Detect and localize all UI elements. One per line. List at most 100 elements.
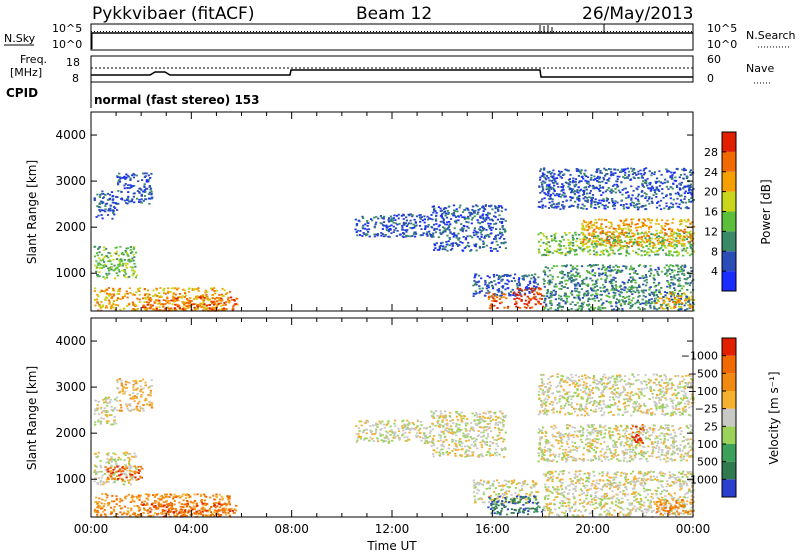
heatmap-cell: [97, 477, 100, 479]
heatmap-cell: [223, 308, 227, 311]
heatmap-cell: [160, 512, 163, 515]
heatmap-cell: [212, 300, 215, 303]
heatmap-cell: [640, 254, 643, 257]
heatmap-cell: [601, 186, 605, 189]
heatmap-cell: [461, 227, 464, 230]
heatmap-cell: [102, 401, 106, 404]
heatmap-cell: [135, 382, 138, 385]
heatmap-cell: [119, 390, 122, 393]
heatmap-cell: [481, 214, 484, 217]
heatmap-cell: [590, 202, 593, 205]
heatmap-cell: [414, 225, 417, 227]
heatmap-cell: [643, 279, 646, 282]
heatmap-cell: [606, 235, 609, 238]
heatmap-cell: [607, 292, 610, 295]
heatmap-cell: [227, 296, 230, 299]
heatmap-cell: [474, 209, 477, 212]
heatmap-cell: [612, 296, 615, 299]
heatmap-cell: [120, 507, 123, 510]
heatmap-cell: [468, 245, 471, 248]
heatmap-cell: [171, 308, 174, 311]
heatmap-cell: [669, 232, 672, 235]
heatmap-cell: [516, 297, 519, 300]
heatmap-cell: [516, 284, 519, 287]
heatmap-cell: [671, 228, 674, 231]
heatmap-cell: [682, 254, 685, 257]
heatmap-cell: [655, 196, 658, 198]
heatmap-cell: [679, 188, 682, 191]
heatmap-cell: [123, 505, 126, 508]
heatmap-cell: [559, 281, 562, 284]
heatmap-cell: [135, 397, 139, 399]
heatmap-cell: [601, 264, 604, 267]
heatmap-cell: [646, 302, 649, 305]
heatmap-cell: [656, 239, 659, 242]
heatmap-cell: [459, 229, 463, 232]
heatmap-cell: [213, 287, 216, 289]
heatmap-cell: [571, 234, 574, 237]
heatmap-cell: [228, 508, 231, 511]
heatmap-cell: [650, 250, 653, 253]
heatmap-cell: [582, 226, 585, 229]
heatmap-cell: [185, 503, 188, 506]
heatmap-cell: [626, 281, 629, 284]
heatmap-cell: [556, 304, 559, 306]
heatmap-cell: [630, 285, 634, 287]
heatmap-cell: [115, 304, 118, 306]
heatmap-cell: [113, 466, 116, 469]
heatmap-cell: [125, 290, 128, 293]
heatmap-cell: [548, 283, 551, 286]
heatmap-cell: [138, 293, 141, 296]
heatmap-cell: [531, 291, 534, 293]
heatmap-cell: [215, 296, 218, 299]
heatmap-cell: [634, 270, 637, 272]
heatmap-cell: [162, 303, 165, 306]
heatmap-cell: [131, 408, 134, 411]
heatmap-cell: [684, 281, 687, 284]
heatmap-cell: [466, 225, 469, 228]
heatmap-cell: [379, 222, 382, 224]
heatmap-cell: [645, 284, 648, 287]
heatmap-cell: [140, 201, 143, 204]
heatmap-cell: [654, 180, 657, 183]
heatmap-cell: [111, 217, 114, 220]
heatmap-cell: [653, 278, 656, 281]
heatmap-cell: [672, 294, 675, 297]
heatmap-cell: [210, 308, 214, 311]
heatmap-cell: [624, 240, 627, 243]
heatmap-cell: [185, 302, 188, 304]
heatmap-cell: [617, 242, 620, 245]
heatmap-cell: [685, 278, 688, 281]
heatmap-cell: [406, 229, 409, 231]
heatmap-cell: [118, 176, 121, 179]
heatmap-cell: [679, 220, 682, 223]
heatmap-cell: [104, 411, 107, 414]
heatmap-cell: [637, 185, 640, 188]
heatmap-cell: [157, 292, 161, 294]
heatmap-cell: [94, 409, 97, 412]
heatmap-cell: [592, 224, 595, 227]
heatmap-cell: [547, 254, 550, 257]
heatmap-cell: [116, 458, 120, 461]
heatmap-cell: [582, 197, 585, 200]
heatmap-cell: [578, 276, 581, 278]
heatmap-cell: [602, 240, 605, 243]
heatmap-cell: [592, 179, 595, 181]
heatmap-cell: [179, 293, 182, 295]
heatmap-cell: [687, 192, 690, 194]
heatmap-cell: [649, 286, 652, 288]
heatmap-cell: [108, 193, 112, 196]
heatmap-cell: [550, 291, 553, 293]
heatmap-cell: [394, 222, 397, 225]
heatmap-cell: [184, 309, 187, 312]
heatmap-cell: [677, 270, 680, 273]
heatmap-cell: [585, 226, 588, 228]
heatmap-cell: [591, 274, 594, 276]
heatmap-cell: [578, 297, 581, 300]
heatmap-cell: [162, 299, 165, 301]
heatmap-cell: [165, 506, 168, 509]
heatmap-cell: [663, 241, 666, 243]
heatmap-cell: [181, 300, 184, 303]
heatmap-cell: [593, 253, 596, 256]
heatmap-cell: [96, 502, 99, 505]
